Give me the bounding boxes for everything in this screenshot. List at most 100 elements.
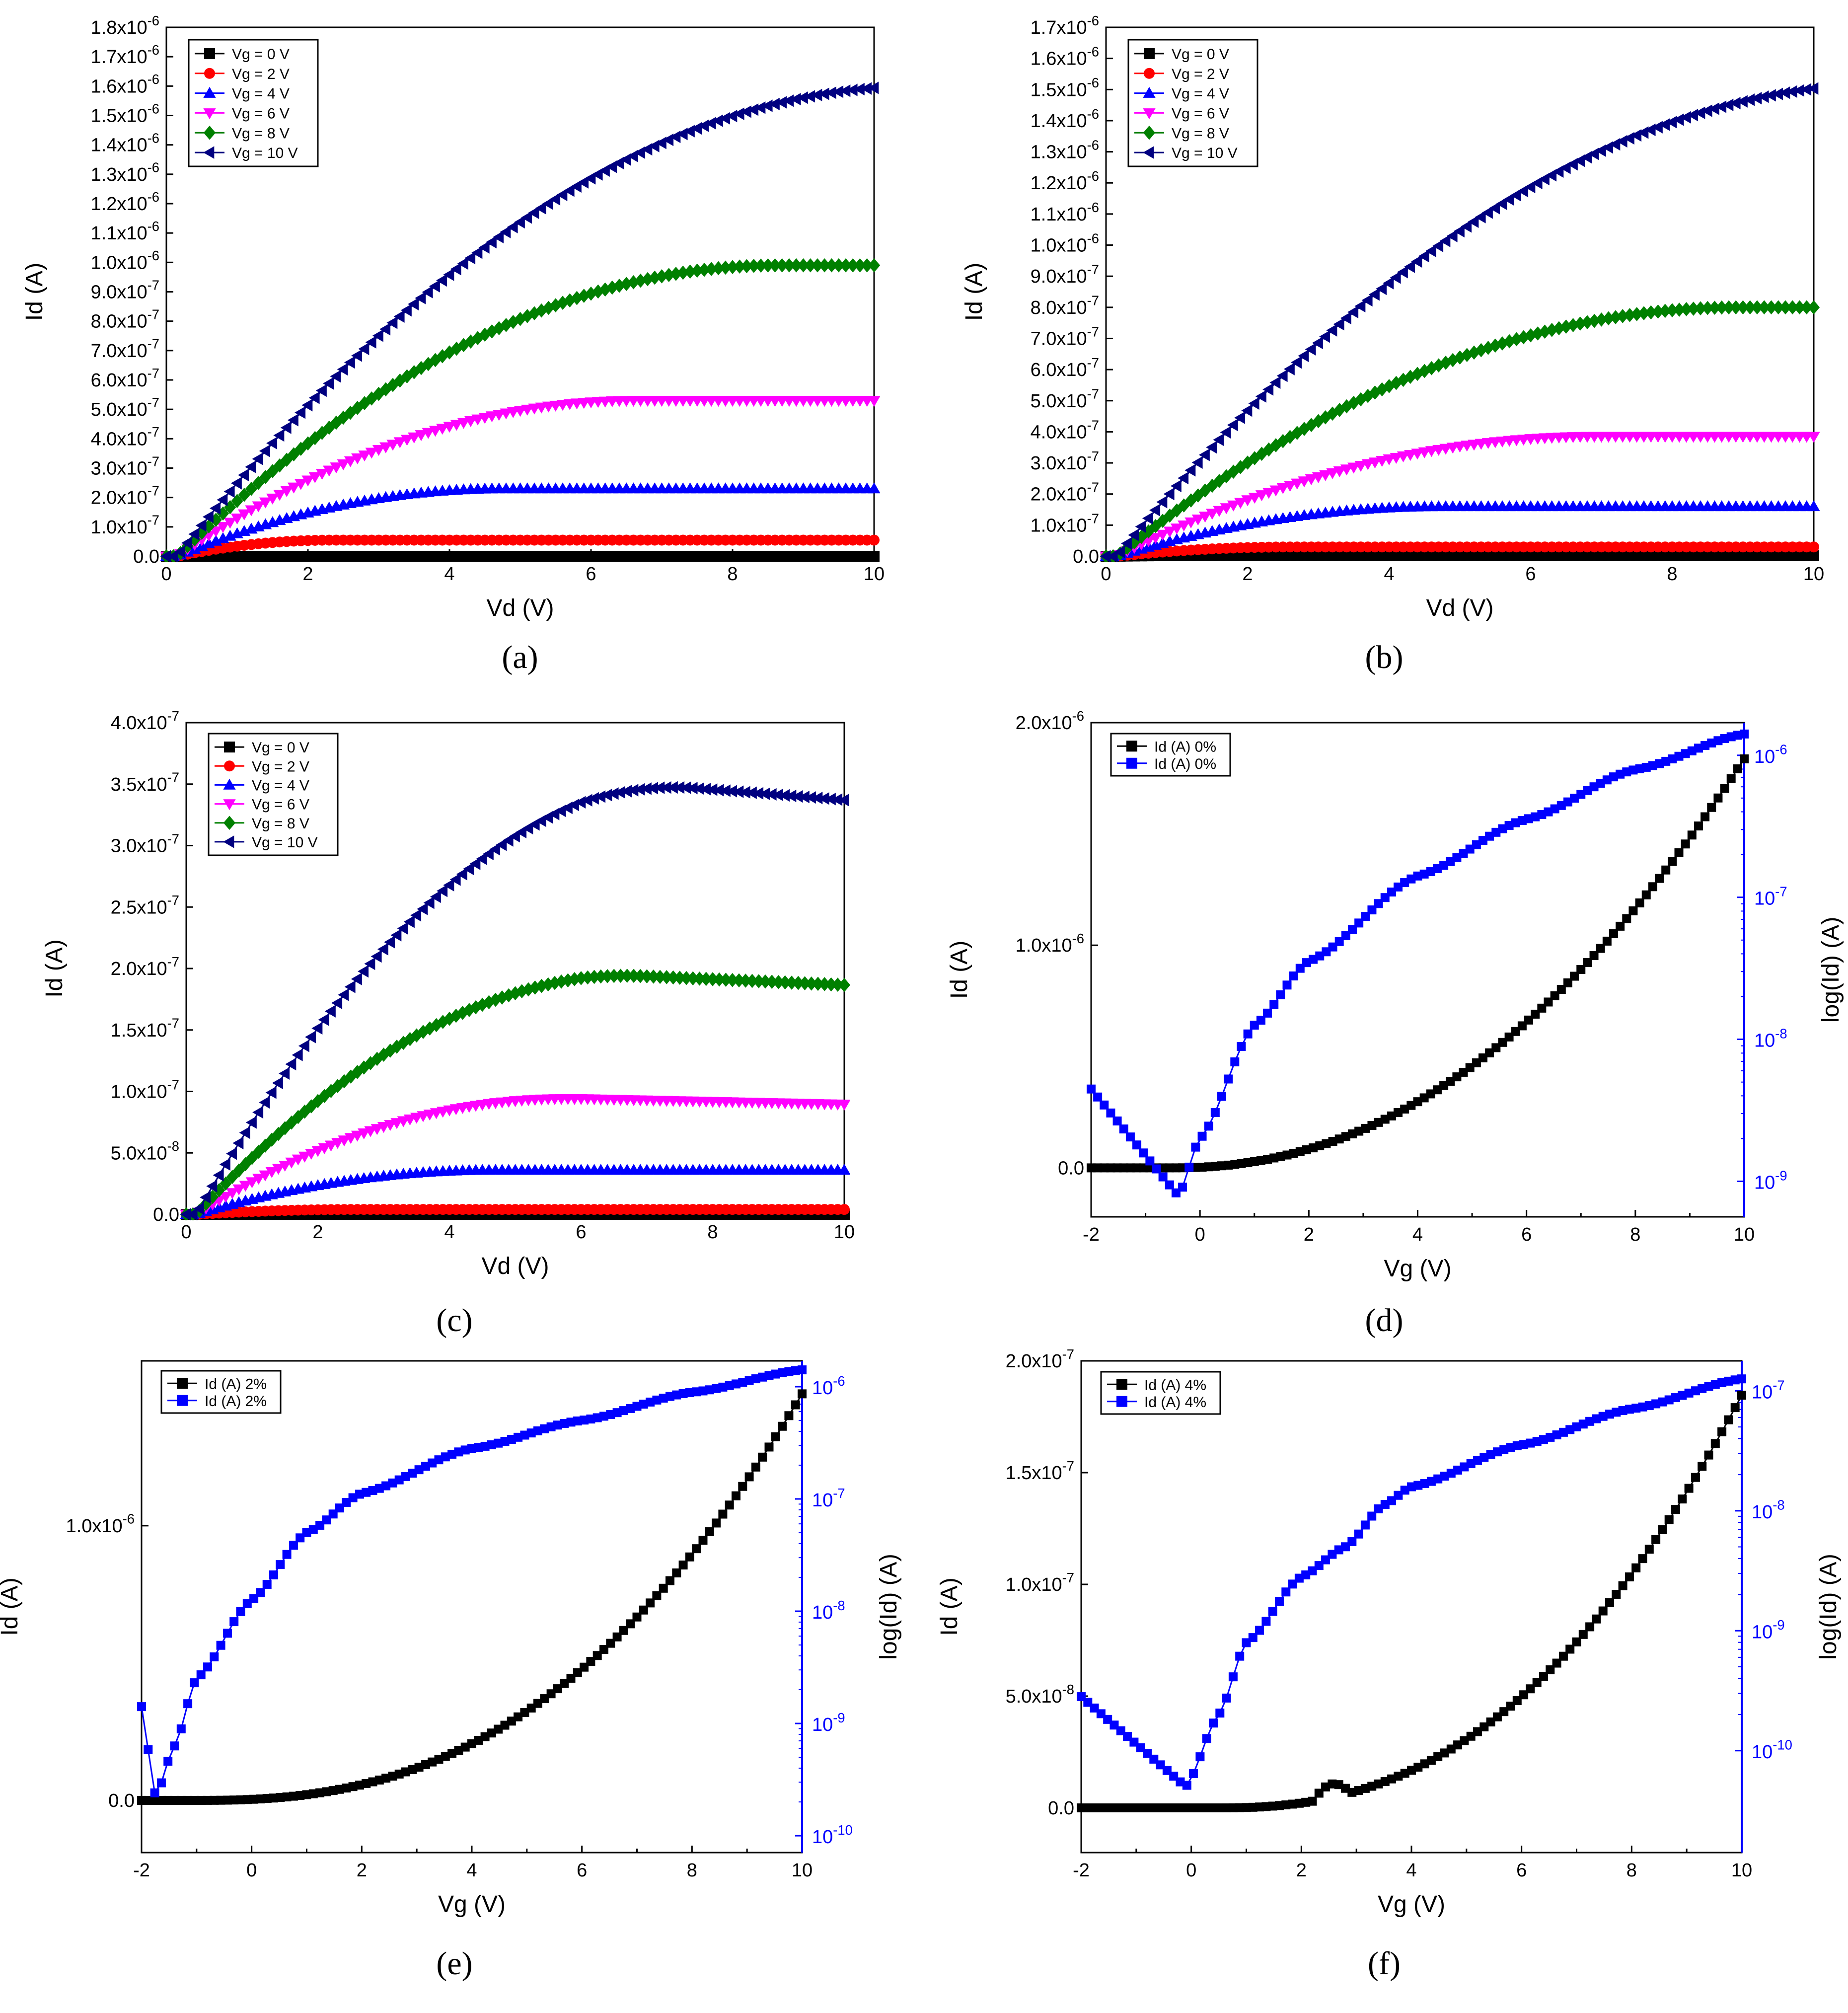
data-point — [718, 1509, 728, 1519]
data-point — [1197, 1131, 1207, 1141]
data-point — [1222, 1693, 1231, 1703]
plot-area — [1077, 1374, 1746, 1812]
data-point — [206, 1190, 219, 1204]
right-tick-label-exponent: -7 — [1775, 884, 1787, 899]
panel-label: (a) — [502, 639, 538, 675]
data-point — [1390, 271, 1401, 284]
data-point — [408, 432, 421, 444]
data-point — [485, 235, 497, 249]
data-point — [1704, 1450, 1713, 1460]
data-point — [364, 1056, 377, 1070]
y-tick-label-exponent: -7 — [1062, 1570, 1074, 1585]
data-point — [443, 422, 456, 433]
data-point — [471, 414, 484, 426]
y-tick-label-mantissa: 1.4x10 — [1031, 111, 1087, 132]
y-tick-label: 1.5x10-6 — [1031, 75, 1099, 100]
data-point — [259, 445, 270, 457]
data-point — [482, 847, 494, 861]
data-point — [464, 416, 477, 428]
data-point — [408, 298, 419, 310]
data-point — [1340, 464, 1353, 476]
x-tick-label: 2 — [1304, 1224, 1314, 1245]
data-point — [279, 1161, 292, 1172]
data-point — [854, 258, 866, 273]
data-point — [1156, 529, 1169, 541]
data-point — [812, 792, 823, 805]
data-point — [578, 176, 589, 189]
data-point — [372, 329, 383, 342]
data-point — [170, 1741, 179, 1751]
data-point — [1744, 300, 1756, 315]
data-point — [285, 1057, 296, 1071]
data-point — [1807, 300, 1820, 315]
data-point — [365, 447, 378, 459]
data-point — [680, 781, 691, 794]
data-point — [1206, 441, 1217, 454]
data-point — [160, 550, 171, 562]
y-tick-label-exponent: -7 — [167, 708, 179, 724]
plot-area — [1100, 82, 1820, 562]
data-point — [647, 969, 660, 984]
y-tick-label: 1.3x10-6 — [1031, 137, 1099, 162]
data-point — [493, 410, 506, 421]
data-point — [1255, 490, 1268, 502]
data-point — [1532, 326, 1544, 341]
y-tick-label: 7.0x10-7 — [91, 336, 159, 362]
data-point — [1666, 116, 1677, 129]
y-tick-label-mantissa: 2.0x10 — [91, 488, 148, 509]
data-point — [200, 1191, 211, 1204]
data-point — [1624, 308, 1636, 322]
x-tick-label: 4 — [1412, 1224, 1423, 1245]
data-point — [1228, 1672, 1238, 1682]
data-point — [528, 306, 541, 321]
data-point — [1446, 229, 1458, 242]
right-tick-label: 10-9 — [1752, 1617, 1785, 1642]
data-point — [726, 260, 739, 274]
data-point — [818, 258, 831, 273]
data-point — [831, 793, 843, 806]
y-tick-label-exponent: -7 — [1062, 1458, 1074, 1474]
data-point — [778, 1421, 787, 1431]
data-point — [1112, 1117, 1122, 1126]
y-tick-label-exponent: -7 — [148, 277, 159, 293]
data-point — [337, 363, 348, 376]
data-point — [762, 258, 774, 273]
data-point — [210, 526, 222, 537]
data-point — [417, 902, 428, 915]
data-point — [266, 1132, 278, 1147]
data-point — [262, 1580, 272, 1589]
data-point — [324, 1005, 336, 1018]
data-point — [1191, 514, 1204, 525]
y-tick-label-exponent: -6 — [148, 219, 159, 234]
data-point — [386, 316, 398, 329]
right-axis-label: log(Id) (A) — [1815, 1554, 1842, 1659]
data-point — [1616, 921, 1625, 931]
data-point — [733, 107, 744, 120]
y-tick-label-mantissa: 1.5x10 — [91, 106, 148, 127]
y-tick-label: 0.0 — [153, 1204, 179, 1225]
y-tick-label-mantissa: 2.0x10 — [1006, 1351, 1062, 1372]
data-point — [758, 1452, 767, 1462]
data-point — [656, 269, 668, 284]
data-point — [239, 1126, 250, 1139]
data-point — [739, 973, 752, 988]
data-point — [1261, 1617, 1271, 1626]
data-point — [345, 1069, 357, 1084]
y-tick-label-exponent: -6 — [1087, 75, 1099, 90]
data-point — [295, 442, 307, 456]
data-point — [1206, 509, 1219, 520]
y-tick-label: 1.0x10-6 — [91, 248, 159, 273]
data-point — [1661, 865, 1671, 875]
data-point — [691, 263, 703, 278]
data-point — [1283, 363, 1295, 375]
data-point — [1618, 1581, 1627, 1590]
data-point — [1284, 430, 1296, 445]
data-point — [626, 1619, 635, 1629]
data-point — [323, 465, 336, 477]
data-point — [811, 88, 822, 102]
data-point — [1256, 447, 1268, 461]
data-point — [754, 101, 766, 114]
data-point — [222, 1629, 232, 1638]
data-point — [641, 969, 653, 984]
legend-marker — [223, 799, 236, 811]
